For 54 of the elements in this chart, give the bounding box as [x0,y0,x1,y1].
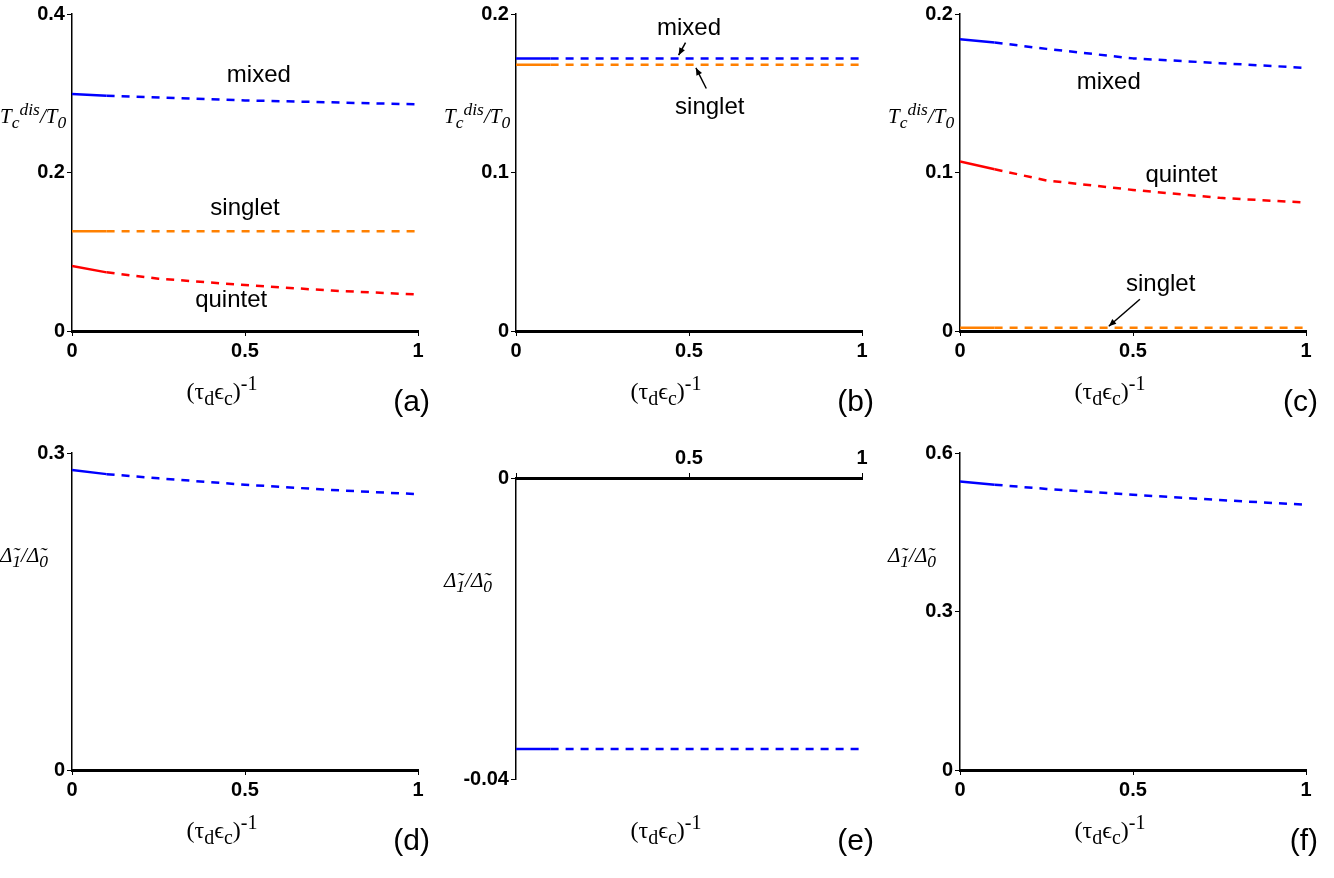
x-axis-title: (τ$_{d}$ϵ$_{c}$)$^{-1}$ [630,372,702,409]
x-tick-label: 0.5 [1119,338,1147,361]
x-tick-label: 0.5 [231,777,259,800]
y-tick-label: 0 [941,757,953,780]
x-tick-label: 1 [412,338,424,361]
y-axis-title: Δ̃$_{1}$/Δ̃$_{0}$ [444,568,492,597]
y-tick-label: 0.2 [481,1,509,24]
y-tick-label: 0.4 [37,1,66,24]
text: (f) [1289,823,1318,857]
text: (d) [393,823,430,857]
x-axis-title: (τ$_{d}$ϵ$_{c}$)$^{-1}$ [186,811,258,848]
y-tick-label: 0 [53,757,65,780]
y-tick-label: 0.2 [37,160,65,183]
x-tick-label: 1 [856,445,868,468]
y-axis-title: T$_{c}$$^{dis}$/T$_{0}$ [888,99,955,133]
x-tick-label: 0.5 [231,338,259,361]
text: (c) [1283,384,1318,418]
x-axis-title: (τ$_{d}$ϵ$_{c}$)$^{-1}$ [186,372,258,409]
y-tick-label: 0 [941,318,953,341]
y-tick-label: -0.04 [463,766,510,789]
x-tick-label: 1 [1300,777,1312,800]
y-axis-title: T$_{c}$$^{dis}$/T$_{0}$ [444,99,511,133]
annotation: quintet [195,285,268,314]
y-axis-title: Δ̃$_{1}$/Δ̃$_{0}$ [888,543,936,572]
y-tick-label: 0.1 [481,160,509,183]
annotation: quintet [1145,160,1218,189]
y-tick-label: 0.3 [925,599,953,622]
annotation: mixed [656,12,722,41]
y-axis-title: T$_{c}$$^{dis}$/T$_{0}$ [0,99,67,133]
y-tick-label: 0.6 [925,440,953,463]
annotation: mixed [1076,66,1141,95]
x-tick-label: 1 [1300,338,1312,361]
x-tick-label: 1 [412,777,424,800]
x-tick-label: 0.5 [675,445,703,468]
annotation: singlet [1125,269,1196,298]
x-axis-title: (τ$_{d}$ϵ$_{c}$)$^{-1}$ [1074,372,1146,409]
text: (a) [393,384,430,418]
y-tick-label: 0.2 [925,1,953,24]
x-axis-title: (τ$_{d}$ϵ$_{c}$)$^{-1}$ [1074,811,1146,848]
x-tick-label: 0.5 [675,338,703,361]
y-tick-label: 0 [53,318,65,341]
x-tick-label: 1 [856,338,868,361]
annotation: mixed [226,60,291,89]
text: (e) [837,823,874,857]
annotation: singlet [675,91,745,120]
y-tick-label: 0 [497,465,509,488]
y-tick-label: 0 [497,318,509,341]
y-axis-title: Δ̃$_{1}$/Δ̃$_{0}$ [0,543,48,572]
y-tick-label: 0.3 [37,440,65,463]
text: (b) [837,384,874,418]
annotation: singlet [210,193,280,222]
x-tick-label: 0.5 [1119,777,1147,800]
y-tick-label: 0.1 [925,160,953,183]
x-axis-title: (τ$_{d}$ϵ$_{c}$)$^{-1}$ [630,811,702,848]
